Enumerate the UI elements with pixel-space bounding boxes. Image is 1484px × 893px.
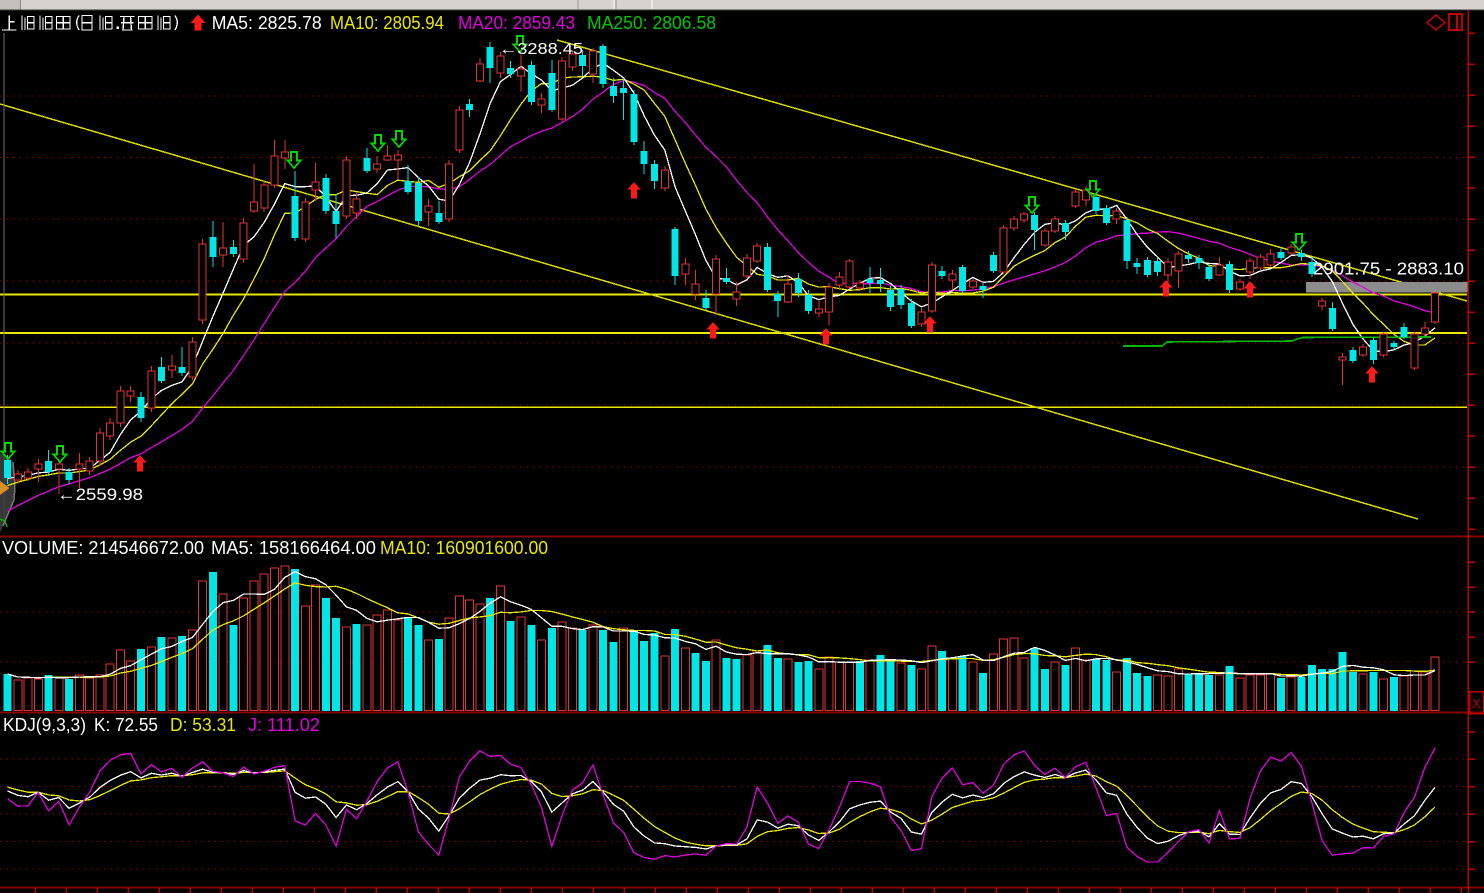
svg-text:MA10: 160901600.00: MA10: 160901600.00: [380, 538, 548, 558]
svg-text:VOLUME: 214546672.00: VOLUME: 214546672.00: [2, 538, 204, 558]
svg-text:MA20: 2859.43: MA20: 2859.43: [458, 13, 575, 33]
svg-text:J: 111.02: J: 111.02: [248, 715, 320, 735]
svg-text:K: 72.55: K: 72.55: [94, 715, 158, 735]
svg-text:X: X: [1472, 696, 1481, 711]
svg-text:2901.75 - 2883.10: 2901.75 - 2883.10: [1313, 259, 1464, 279]
svg-text:MA5: 158166464.00: MA5: 158166464.00: [211, 538, 376, 558]
svg-text:MA10: 2805.94: MA10: 2805.94: [330, 13, 444, 33]
svg-text:KDJ(9,3,3): KDJ(9,3,3): [3, 715, 86, 735]
svg-text:←3288.45: ←3288.45: [499, 41, 583, 58]
svg-text:←2559.98: ←2559.98: [57, 486, 143, 504]
svg-text:MA5: 2825.78: MA5: 2825.78: [212, 13, 322, 33]
svg-text:MA250: 2806.58: MA250: 2806.58: [587, 13, 716, 33]
svg-text:D: 53.31: D: 53.31: [170, 715, 236, 735]
